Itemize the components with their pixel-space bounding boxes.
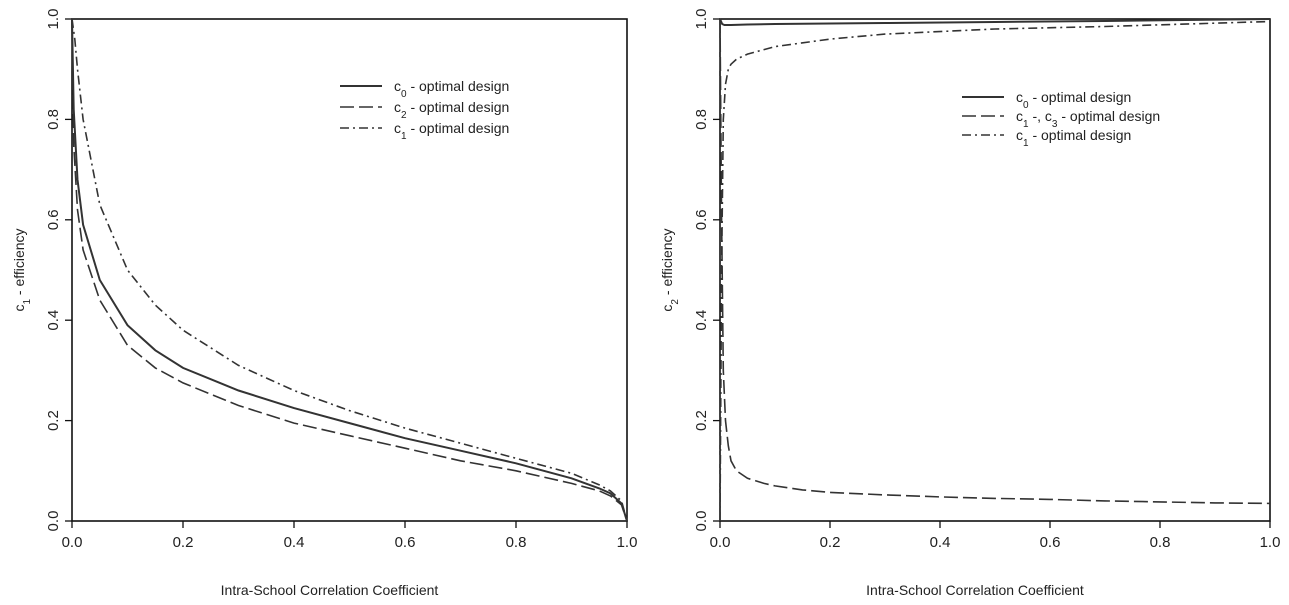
- legend-label: c0 - optimal design: [1016, 89, 1131, 111]
- y-axis-label: c1 - efficiency: [11, 228, 33, 311]
- y-tick-label: 0.6: [45, 209, 62, 230]
- y-tick-label: 0.0: [45, 511, 62, 532]
- series-line-solid: [719, 18, 1271, 26]
- x-axis-label: Intra-School Correlation Coefficient: [866, 582, 1084, 598]
- series-line-dashdot: [71, 18, 628, 522]
- x-tick-label: 0.0: [62, 534, 83, 551]
- x-tick-label: 0.2: [173, 534, 194, 551]
- legend-label: c0 - optimal design: [394, 78, 509, 100]
- series-line-solid: [71, 18, 628, 522]
- chart-panel-2: 0.0 0.2 0.4 0.6 0.8 1.0 0.0 0.2 0.4 0.6 0.8 1.0 Intr…: [659, 9, 1280, 598]
- series-line-longdash: [719, 18, 1271, 505]
- y-tick-label: 0.8: [693, 109, 710, 130]
- series-line-dashdot: [719, 20, 1271, 522]
- y-tick-label: 1.0: [45, 9, 62, 30]
- y-tick-label: 0.0: [693, 511, 710, 532]
- y-tick-label: 0.4: [693, 310, 710, 331]
- x-tick-label: 0.6: [1040, 534, 1061, 551]
- x-tick-label: 0.4: [930, 534, 951, 551]
- y-tick-label: 1.0: [693, 9, 710, 30]
- legend-label: c1 - optimal design: [394, 120, 509, 142]
- y-tick-label: 0.8: [45, 109, 62, 130]
- chart-panel-1: 0.0 0.2 0.4 0.6 0.8 1.0 0.0 0.2 0.4 0.6 0.8 1.0 Intr…: [11, 9, 637, 598]
- series-line-longdash: [71, 18, 628, 522]
- y-tick-label: 0.2: [45, 410, 62, 431]
- x-tick-label: 1.0: [1260, 534, 1281, 551]
- x-tick-label: 0.8: [1150, 534, 1171, 551]
- x-tick-label: 0.0: [710, 534, 731, 551]
- x-axis-label: Intra-School Correlation Coefficient: [221, 582, 439, 598]
- legend-label: c1 -, c3 - optimal design: [1016, 108, 1160, 130]
- y-axis-label: c2 - efficiency: [659, 228, 681, 311]
- legend-label: c2 - optimal design: [394, 99, 509, 121]
- plot-frame: [719, 18, 1271, 522]
- y-tick-label: 0.6: [693, 209, 710, 230]
- legend-label: c1 - optimal design: [1016, 127, 1131, 149]
- x-tick-label: 0.8: [506, 534, 527, 551]
- y-tick-label: 0.4: [45, 310, 62, 331]
- plot-frame: [71, 18, 628, 522]
- x-tick-label: 1.0: [617, 534, 638, 551]
- x-tick-label: 0.6: [395, 534, 416, 551]
- y-tick-label: 0.2: [693, 410, 710, 431]
- x-tick-label: 0.4: [284, 534, 305, 551]
- x-tick-label: 0.2: [820, 534, 841, 551]
